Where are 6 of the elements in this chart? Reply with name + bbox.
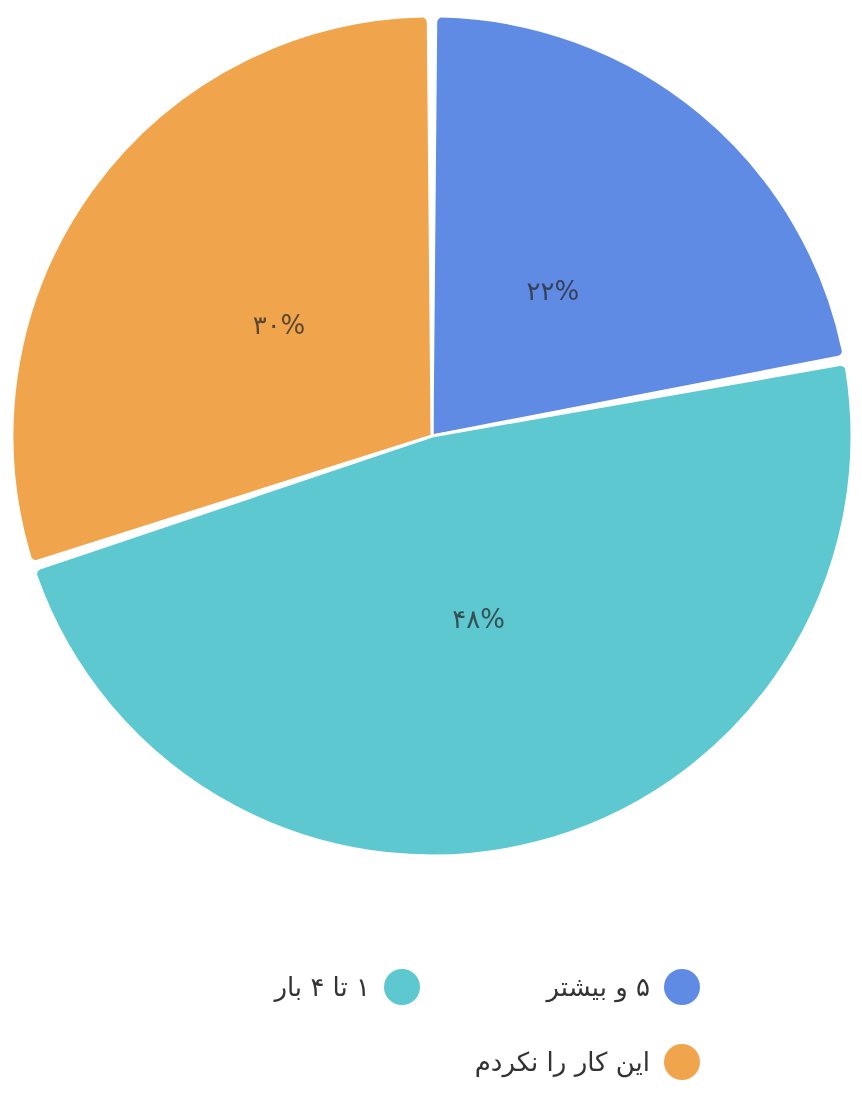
legend-label: این کار را نکردم bbox=[474, 1047, 650, 1078]
data-label: ۴۸% bbox=[452, 604, 505, 635]
data-label: ۲۲% bbox=[526, 275, 580, 306]
legend-label: ۵ و بیشتر bbox=[544, 972, 650, 1003]
legend-label: ۱ تا ۴ بار bbox=[272, 972, 370, 1002]
data-label: ۳۰% bbox=[252, 310, 306, 341]
